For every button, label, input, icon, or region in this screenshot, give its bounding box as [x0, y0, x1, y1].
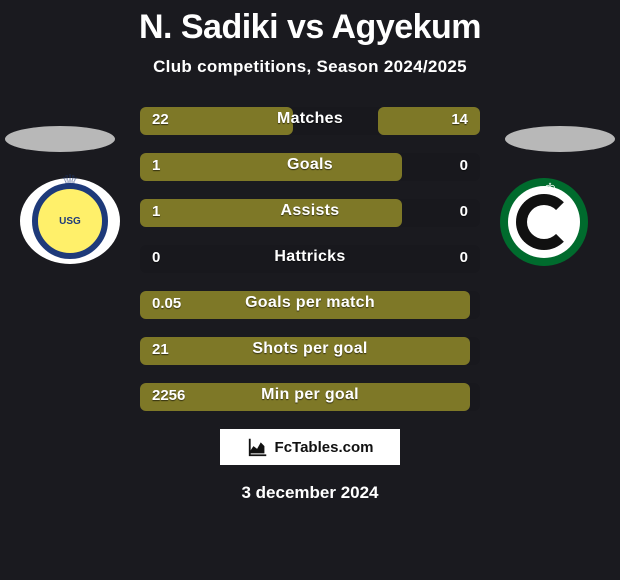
stat-row: 2214Matches: [140, 107, 480, 135]
right-club-logo: ♔: [500, 178, 600, 266]
left-club-abbr: USG: [59, 216, 81, 227]
stat-label: Min per goal: [140, 386, 480, 404]
crown-icon: ♕: [61, 170, 79, 195]
date-text: 3 december 2024: [0, 483, 620, 503]
stat-label: Matches: [140, 110, 480, 128]
stats-container: 2214Matches 10Goals 10Assists 00Hattricks 0.…: [140, 107, 480, 411]
left-placeholder-ellipse: [5, 126, 115, 152]
left-club-logo: ♕ USG: [20, 178, 120, 266]
stat-label: Goals per match: [140, 294, 480, 312]
subtitle: Club competitions, Season 2024/2025: [0, 57, 620, 77]
stat-row: 21Shots per goal: [140, 337, 480, 365]
footer-badge: FcTables.com: [220, 429, 400, 465]
stat-label: Goals: [140, 156, 480, 174]
chart-icon: [247, 436, 269, 458]
stat-row: 10Goals: [140, 153, 480, 181]
right-placeholder-ellipse: [505, 126, 615, 152]
stat-row: 2256Min per goal: [140, 383, 480, 411]
stat-row: 00Hattricks: [140, 245, 480, 273]
stat-label: Shots per goal: [140, 340, 480, 358]
page-title: N. Sadiki vs Agyekum: [0, 0, 620, 47]
crown-icon: ♔: [544, 180, 557, 197]
footer-text: FcTables.com: [275, 439, 374, 456]
stat-label: Hattricks: [140, 248, 480, 266]
stat-row: 10Assists: [140, 199, 480, 227]
stat-label: Assists: [140, 202, 480, 220]
stat-row: 0.05Goals per match: [140, 291, 480, 319]
